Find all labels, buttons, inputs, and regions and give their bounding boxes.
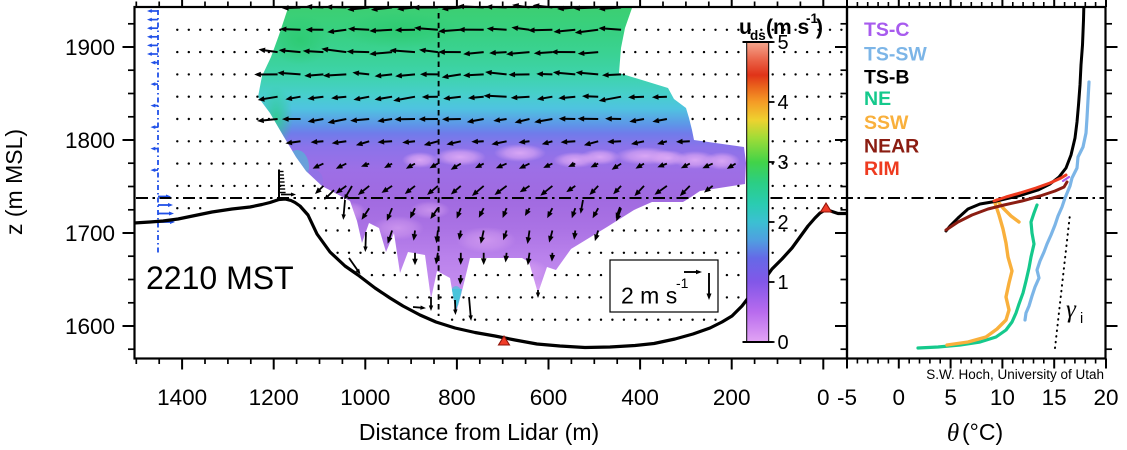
svg-text:RIM: RIM [864, 158, 900, 180]
svg-text:1600: 1600 [65, 314, 115, 339]
svg-text:10: 10 [990, 385, 1015, 410]
svg-text:1200: 1200 [249, 385, 299, 410]
svg-text:γ: γ [1066, 296, 1077, 323]
svg-text:i: i [1080, 311, 1083, 327]
svg-text:(°C): (°C) [962, 419, 1003, 445]
svg-text:z (m MSL): z (m MSL) [1, 129, 27, 235]
svg-text:15: 15 [1042, 385, 1067, 410]
svg-text:800: 800 [438, 385, 476, 410]
svg-text:1000: 1000 [340, 385, 390, 410]
svg-text:θ: θ [947, 420, 959, 447]
svg-text:Distance from Lidar (m): Distance from Lidar (m) [359, 419, 599, 445]
svg-text:1: 1 [778, 272, 789, 294]
svg-text:NEAR: NEAR [864, 136, 919, 158]
svg-text:TS-SW: TS-SW [864, 44, 927, 66]
svg-text:): ) [816, 16, 823, 39]
svg-text:-1: -1 [806, 11, 818, 26]
svg-text:S.W. Hoch, University of Utah: S.W. Hoch, University of Utah [926, 367, 1104, 382]
svg-text:-5: -5 [837, 385, 857, 410]
svg-text:1900: 1900 [65, 35, 115, 60]
svg-text:20: 20 [1093, 385, 1118, 410]
svg-text:2: 2 [778, 212, 789, 234]
svg-text:5: 5 [944, 385, 957, 410]
svg-text:4: 4 [778, 92, 789, 114]
svg-text:3: 3 [778, 152, 789, 174]
svg-text:200: 200 [713, 385, 751, 410]
svg-text:400: 400 [621, 385, 659, 410]
svg-text:NE: NE [864, 88, 891, 110]
svg-text:1400: 1400 [157, 385, 207, 410]
svg-text:1700: 1700 [65, 221, 115, 246]
svg-text:-1: -1 [676, 275, 689, 291]
svg-text:TS-B: TS-B [864, 67, 910, 89]
svg-text:5: 5 [778, 32, 789, 54]
svg-text:(m s: (m s [766, 16, 809, 39]
svg-text:0: 0 [817, 385, 830, 410]
svg-text:0: 0 [778, 332, 789, 354]
svg-text:SSW: SSW [864, 112, 909, 134]
svg-text:2 m s: 2 m s [621, 283, 677, 309]
svg-text:u: u [739, 16, 752, 39]
svg-text:1800: 1800 [65, 128, 115, 153]
svg-text:TS-C: TS-C [864, 19, 910, 41]
svg-text:2210 MST: 2210 MST [146, 260, 294, 296]
svg-text:ds: ds [750, 28, 766, 43]
svg-text:0: 0 [893, 385, 906, 410]
svg-text:600: 600 [530, 385, 568, 410]
